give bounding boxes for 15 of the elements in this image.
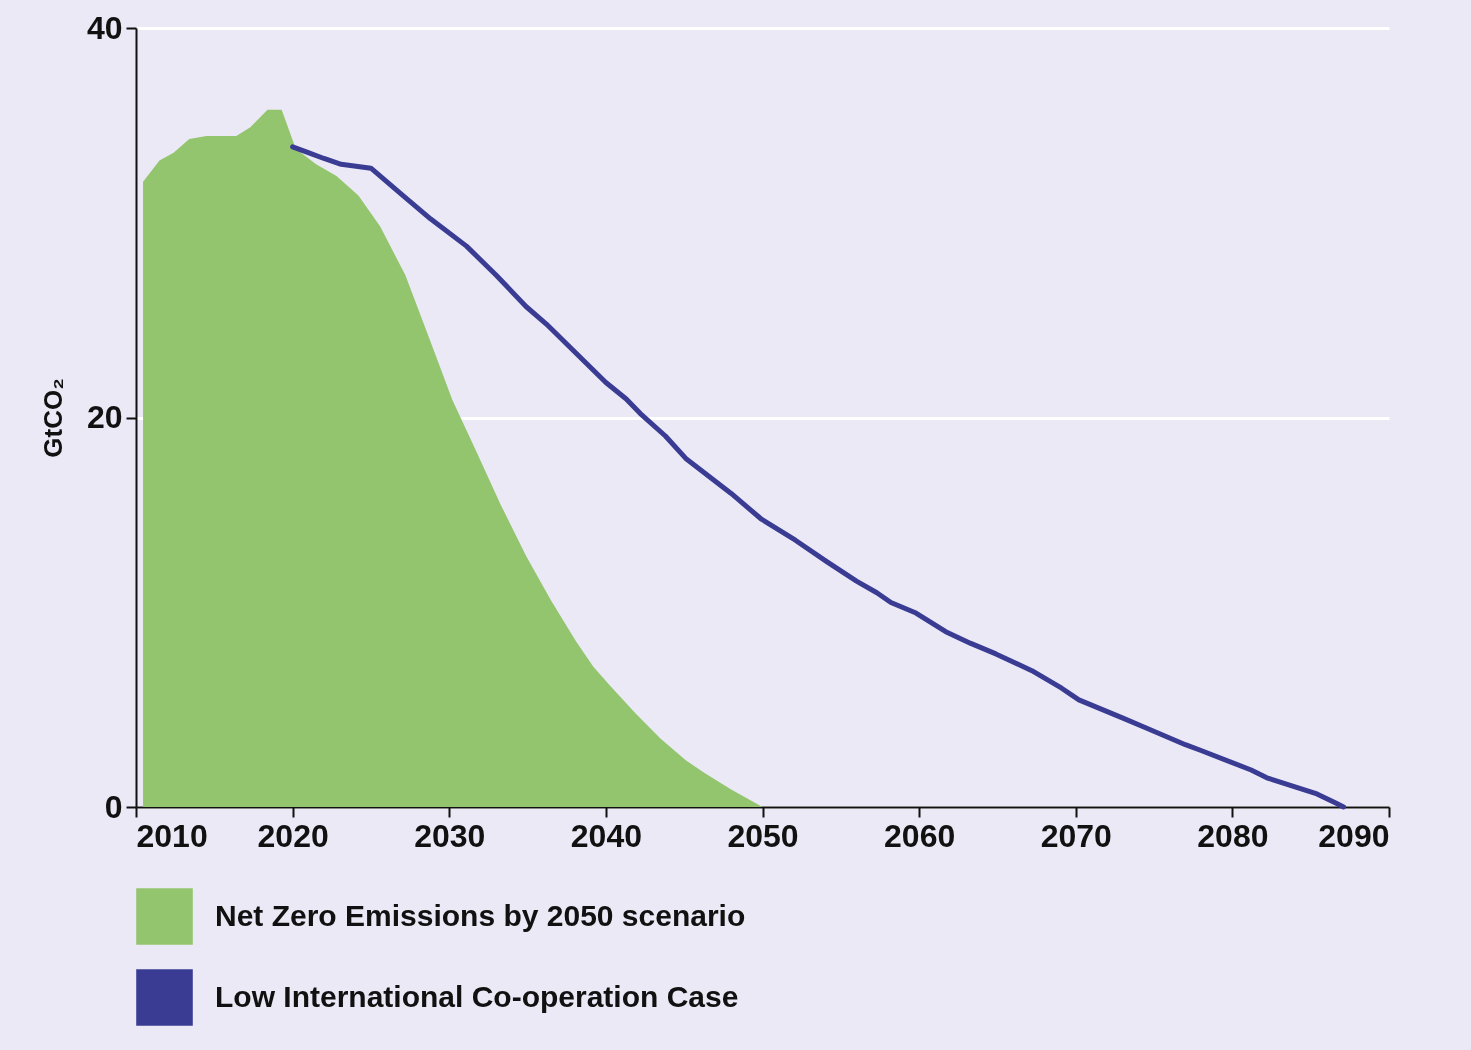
legend-label: Low International Co-operation Case [215, 979, 739, 1013]
y-tick-label: 20 [86, 399, 123, 435]
x-tick-label: 2080 [1197, 817, 1269, 854]
x-tick-label: 2020 [257, 817, 329, 854]
x-tick-label: 2030 [414, 817, 486, 854]
x-tick-label: 2090 [1318, 817, 1390, 854]
x-tick-label: 2010 [136, 817, 208, 854]
x-tick-label: 2070 [1040, 817, 1112, 854]
x-tick-label: 2050 [727, 817, 799, 854]
y-axis-title: GtCO₂ [37, 378, 68, 458]
y-tick-label: 40 [86, 9, 123, 46]
y-tick-label: 0 [104, 788, 123, 825]
x-tick-label: 2040 [570, 817, 642, 854]
x-tick-label: 2060 [884, 817, 956, 854]
legend-label: Net Zero Emissions by 2050 scenario [215, 898, 746, 932]
